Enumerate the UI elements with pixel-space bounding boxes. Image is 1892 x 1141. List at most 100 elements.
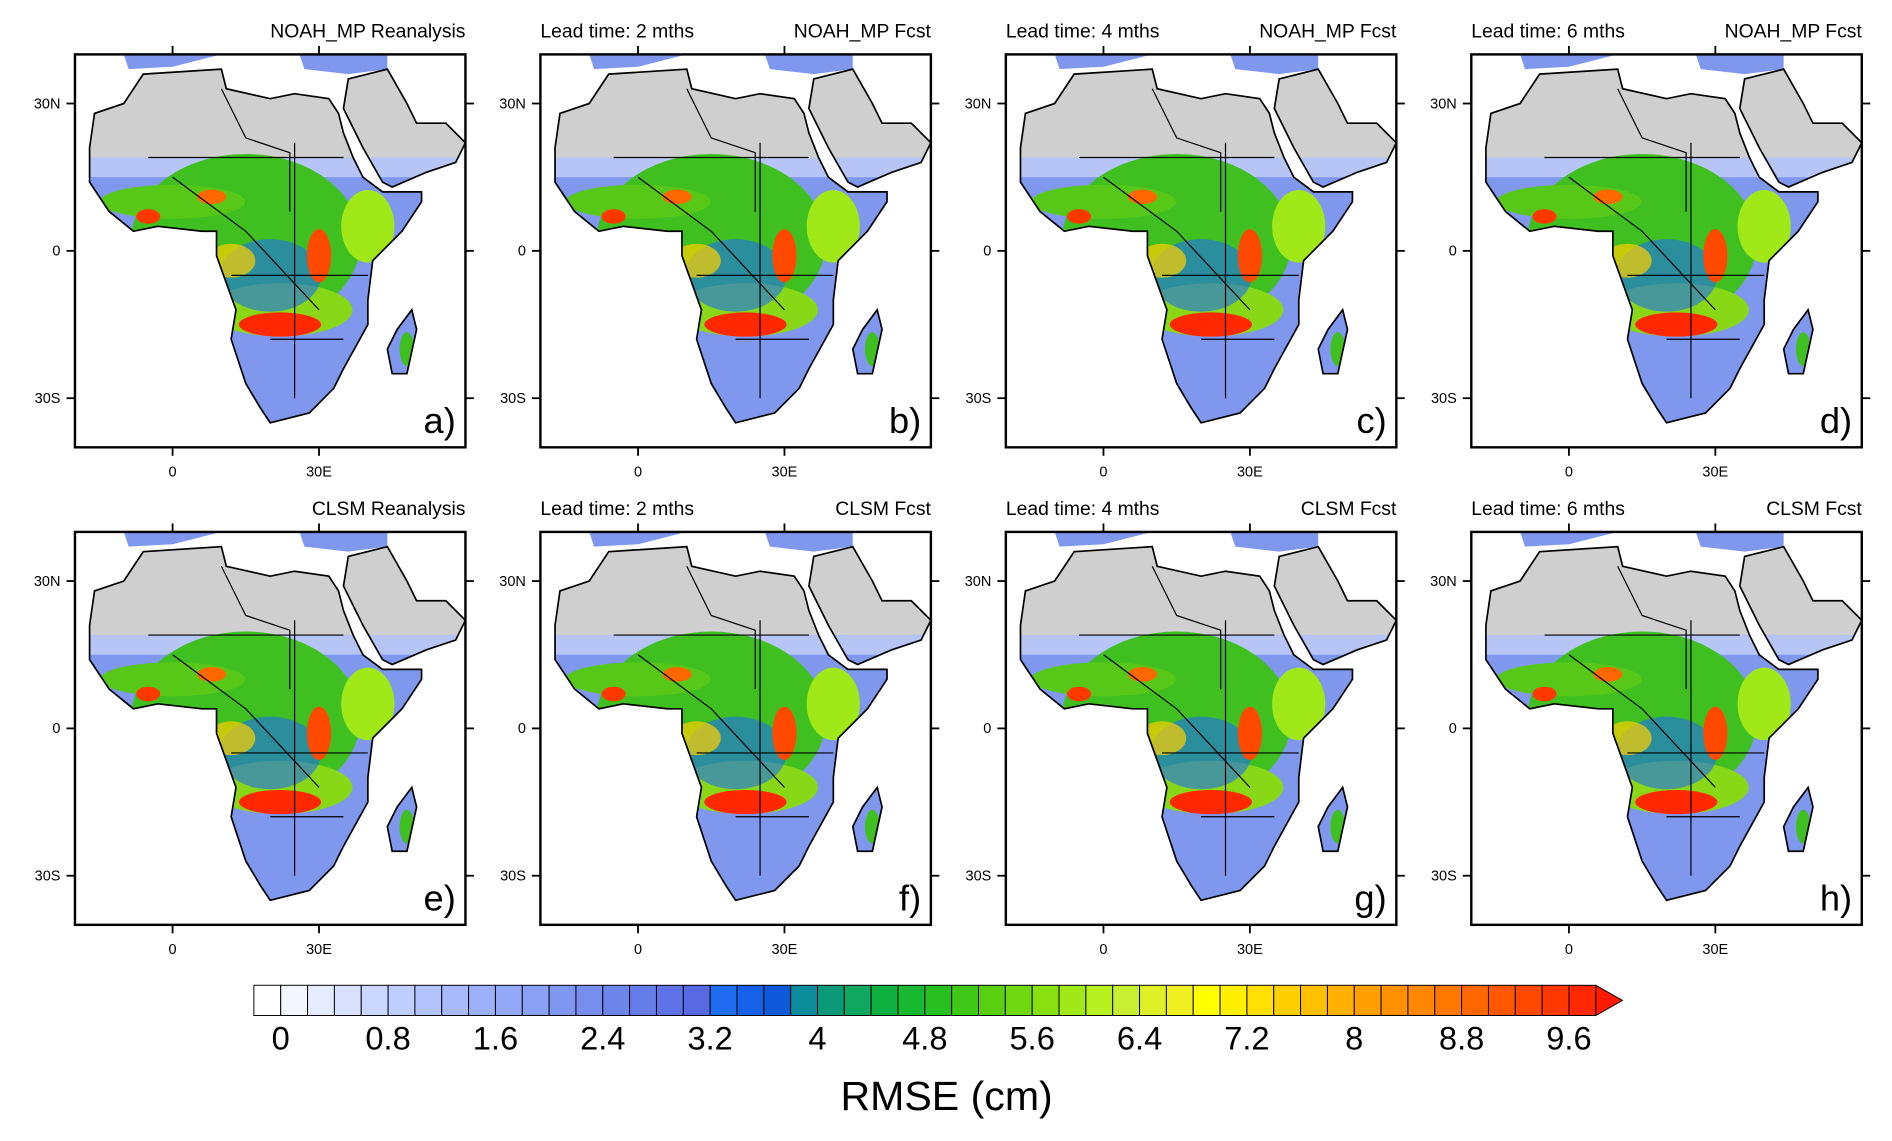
colorbar-box <box>1165 984 1194 1016</box>
x-tick-label: 30E <box>1702 942 1728 958</box>
map-field <box>1006 54 1396 447</box>
x-tick-label: 30E <box>1237 464 1263 480</box>
map-field <box>540 54 930 447</box>
colorbar-box <box>736 984 765 1016</box>
x-tick-label: 30E <box>772 942 798 958</box>
panel-letter: b) <box>889 400 921 441</box>
y-tick-label: 30S <box>966 869 992 885</box>
panel-right-title: NOAH_MP Fcst <box>794 20 932 42</box>
colorbar-box <box>1514 984 1543 1016</box>
map-field <box>1006 532 1396 925</box>
colorbar-box <box>1487 984 1516 1016</box>
y-tick-label: 0 <box>1449 721 1457 737</box>
x-tick-label: 0 <box>1565 464 1573 480</box>
y-tick-label: 30S <box>966 391 992 407</box>
colorbar-box <box>951 984 980 1016</box>
colorbar-box <box>1461 984 1489 1016</box>
y-tick-label: 30N <box>965 96 992 112</box>
panel-letter: d) <box>1820 400 1852 441</box>
colorbar-box <box>333 984 362 1016</box>
y-tick-label: 30N <box>499 96 526 112</box>
x-tick-label: 0 <box>1565 942 1573 958</box>
colorbar-box <box>387 984 416 1016</box>
panel-letter: f) <box>899 877 921 918</box>
colorbar-tick-label: 4.8 <box>902 1019 947 1056</box>
y-tick-label: 0 <box>52 721 60 737</box>
colorbar-box <box>655 984 684 1016</box>
colorbar-box <box>1192 984 1221 1016</box>
y-tick-label: 0 <box>1449 244 1457 260</box>
panel-letter: h) <box>1820 877 1852 918</box>
colorbar-box <box>468 984 496 1016</box>
y-tick-label: 30N <box>34 574 61 590</box>
colorbar-tick-label: 2.4 <box>580 1019 625 1056</box>
colorbar-box <box>1058 984 1087 1016</box>
y-tick-label: 30N <box>499 574 526 590</box>
y-tick-label: 30N <box>1430 96 1457 112</box>
colorbar-tick-label: 3.2 <box>687 1019 732 1056</box>
colorbar-tick-label: 8 <box>1345 1019 1363 1056</box>
map-field <box>75 532 465 925</box>
colorbar-box <box>414 984 443 1016</box>
colorbar-box <box>924 984 953 1016</box>
x-tick-label: 0 <box>634 464 642 480</box>
panel-left-title: Lead time: 6 mths <box>1471 498 1625 520</box>
colorbar-box <box>978 984 1006 1016</box>
y-tick-label: 0 <box>518 721 526 737</box>
panel-right-title: CLSM Reanalysis <box>312 498 466 520</box>
map-field <box>1471 54 1861 447</box>
y-tick-label: 30S <box>35 391 61 407</box>
colorbar-title: RMSE (cm) <box>840 1073 1052 1119</box>
map-field <box>1471 532 1861 925</box>
x-tick-label: 30E <box>772 464 798 480</box>
y-tick-label: 30S <box>1431 869 1457 885</box>
colorbar-tick-label: 0 <box>272 1019 290 1056</box>
panel-right-title: NOAH_MP Fcst <box>1259 20 1397 42</box>
colorbar-tick-label: 1.6 <box>473 1019 518 1056</box>
colorbar-box <box>602 984 631 1016</box>
colorbar-box <box>709 984 738 1016</box>
colorbar-box <box>307 984 335 1016</box>
x-tick-label: 30E <box>306 942 332 958</box>
x-tick-label: 0 <box>1099 464 1107 480</box>
y-tick-label: 0 <box>52 244 60 260</box>
colorbar-box <box>1353 984 1382 1016</box>
panel-left-title: Lead time: 4 mths <box>1006 498 1160 520</box>
colorbar-box <box>1434 984 1463 1016</box>
colorbar-tick-label: 8.8 <box>1439 1019 1484 1056</box>
map-field <box>540 532 930 925</box>
colorbar-box <box>1380 984 1409 1016</box>
colorbar-box <box>280 984 309 1016</box>
x-tick-label: 0 <box>634 942 642 958</box>
colorbar-box <box>870 984 899 1016</box>
y-tick-label: 30S <box>1431 391 1457 407</box>
panel-letter: a) <box>424 400 456 441</box>
colorbar-box <box>790 984 818 1016</box>
panel-left-title: Lead time: 2 mths <box>540 20 694 42</box>
colorbar-tick-label: 7.2 <box>1224 1019 1269 1056</box>
colorbar-box <box>1407 984 1436 1016</box>
map-field <box>75 54 465 447</box>
x-tick-label: 30E <box>1702 464 1728 480</box>
colorbar-tick-label: 4 <box>808 1019 826 1056</box>
panel-right-title: NOAH_MP Reanalysis <box>270 20 465 42</box>
colorbar-box <box>1541 984 1570 1016</box>
colorbar-tick-label: 0.8 <box>365 1019 410 1056</box>
colorbar-box <box>629 984 657 1016</box>
colorbar-box <box>253 984 282 1016</box>
y-tick-label: 30N <box>34 96 61 112</box>
x-tick-label: 30E <box>1237 942 1263 958</box>
colorbar-box <box>1326 984 1355 1016</box>
y-tick-label: 30N <box>1430 574 1457 590</box>
map-panel: Lead time: 4 mths NOAH_MP Fcst c) 30N 0 30S 0 3… <box>965 20 1405 480</box>
colorbar-box <box>360 984 389 1016</box>
panel-letter: g) <box>1354 877 1386 918</box>
x-tick-label: 30E <box>306 464 332 480</box>
panel-letter: c) <box>1356 400 1386 441</box>
panel-left-title: Lead time: 2 mths <box>540 498 694 520</box>
y-tick-label: 30N <box>965 574 992 590</box>
colorbar-box <box>1300 984 1328 1016</box>
colorbar-box <box>494 984 523 1016</box>
y-tick-label: 30S <box>500 391 526 407</box>
